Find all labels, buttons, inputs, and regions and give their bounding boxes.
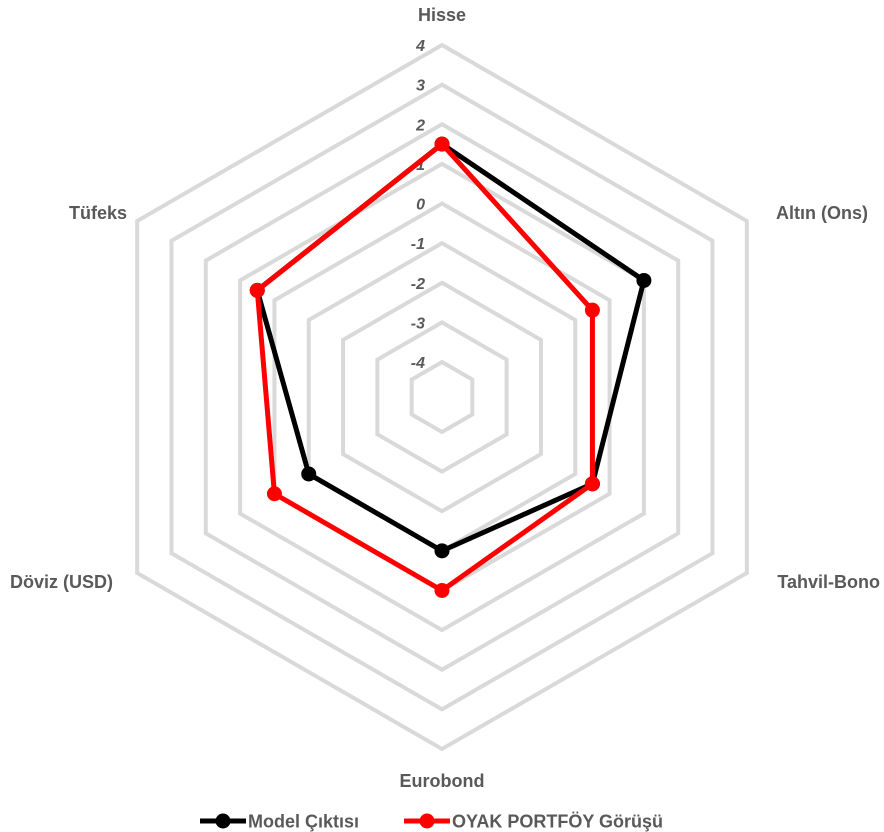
grid-ring-7 — [169, 82, 715, 712]
axis-label-5: Tüfeks — [69, 203, 127, 223]
legend-entry-0: Model Çıktısı — [200, 812, 359, 832]
series-1-point-5 — [249, 282, 265, 298]
series-0-point-3 — [434, 543, 450, 559]
series-1-point-1 — [584, 302, 600, 318]
series-0-point-4 — [301, 466, 317, 482]
grid-ring-5 — [238, 161, 646, 633]
series-1-point-3 — [434, 583, 450, 598]
series-1-point-4 — [266, 486, 282, 502]
legend-label-1: OYAK PORTFÖY Görüşü — [452, 812, 663, 832]
series-1-point-0 — [434, 136, 450, 152]
tick-label-2: -2 — [411, 276, 425, 293]
series-1-point-2 — [584, 476, 600, 492]
tick-label-4: 0 — [416, 197, 425, 214]
grid-ring-6 — [203, 121, 681, 673]
axis-label-3: Eurobond — [400, 771, 485, 791]
tick-label-7: 3 — [416, 78, 425, 95]
axis-label-2: Tahvil-Bono — [777, 572, 880, 592]
tick-label-5: 1 — [416, 157, 425, 174]
series-1 — [249, 136, 600, 598]
axis-label-0: Hisse — [418, 5, 466, 25]
tick-label-0: -4 — [411, 355, 425, 372]
grid-ring-4 — [272, 201, 612, 593]
radial-tick-labels: -4 -3 -2 -1 0 1 2 3 4 — [411, 38, 425, 372]
grid-ring-3 — [306, 240, 578, 554]
series-layer — [249, 136, 652, 598]
grid-ring-1 — [375, 320, 509, 474]
legend: Model Çıktısı OYAK PORTFÖY Görüşü — [200, 812, 663, 832]
legend-marker-1 — [419, 813, 435, 829]
legend-marker-0 — [215, 813, 231, 829]
axis-labels: Hisse Altın (Ons) Tahvil-Bono Eurobond Döviz… — [10, 5, 880, 791]
series-0-point-1 — [636, 272, 652, 288]
axis-label-4: Döviz (USD) — [10, 572, 113, 592]
grid-ring-8 — [135, 42, 749, 752]
tick-label-1: -3 — [411, 315, 425, 332]
tick-label-6: 2 — [415, 117, 425, 134]
grid-ring-0 — [409, 359, 475, 435]
grid-ring-2 — [341, 280, 543, 514]
legend-entry-1: OYAK PORTFÖY Görüşü — [404, 812, 663, 832]
axis-label-1: Altın (Ons) — [776, 203, 868, 223]
legend-label-0: Model Çıktısı — [248, 812, 359, 832]
tick-label-3: -1 — [411, 236, 425, 253]
tick-label-8: 4 — [415, 38, 425, 55]
